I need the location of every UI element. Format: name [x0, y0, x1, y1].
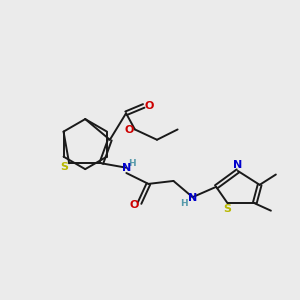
Text: H: H: [128, 159, 136, 168]
Text: H: H: [181, 199, 188, 208]
Text: S: S: [224, 204, 232, 214]
Text: N: N: [188, 193, 197, 203]
Text: O: O: [144, 101, 154, 111]
Text: S: S: [60, 162, 68, 172]
Text: N: N: [232, 160, 242, 170]
Text: N: N: [122, 163, 132, 173]
Text: O: O: [125, 125, 134, 135]
Text: O: O: [130, 200, 139, 209]
